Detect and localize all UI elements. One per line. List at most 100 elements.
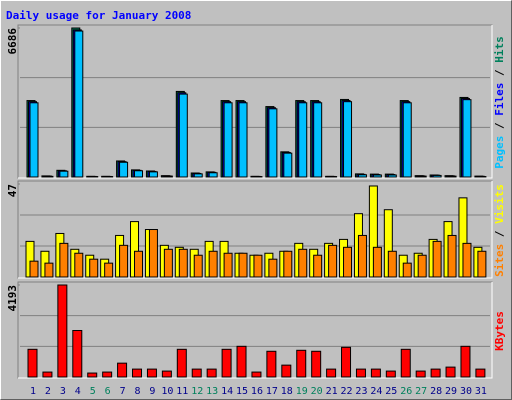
panel-frame: [17, 24, 493, 179]
bar: [355, 368, 366, 378]
x-tick-label: 6: [105, 386, 111, 397]
x-tick-label: 29: [445, 386, 457, 397]
bar: [238, 252, 248, 278]
bar: [208, 172, 218, 178]
x-tick-label: 13: [206, 386, 218, 397]
panel-frame: [17, 281, 493, 379]
bar: [475, 368, 486, 378]
x-tick-label: 27: [415, 386, 427, 397]
chart-title: Daily usage for January 2008: [6, 9, 191, 22]
bar: [447, 175, 457, 178]
y-tick-label: 47: [6, 184, 19, 197]
x-tick-label: 21: [326, 386, 338, 397]
bar: [281, 364, 292, 378]
x-tick-label: 16: [251, 386, 263, 397]
x-tick-label: 1: [30, 386, 36, 397]
bar: [176, 348, 187, 378]
bar: [134, 250, 144, 278]
bar: [283, 152, 293, 178]
bar: [223, 102, 233, 178]
legend-separator: /: [493, 63, 506, 83]
bar: [148, 229, 158, 278]
bar: [341, 346, 352, 378]
legend-separator: /: [493, 224, 506, 244]
bar: [223, 252, 233, 278]
bar: [372, 174, 382, 178]
bar: [462, 99, 472, 178]
bar: [206, 368, 217, 378]
bar: [387, 250, 397, 278]
bar: [208, 250, 218, 278]
bar: [298, 102, 308, 178]
bar: [74, 252, 84, 278]
legend: KBytes: [493, 311, 506, 351]
bar: [447, 234, 457, 278]
bar: [191, 368, 202, 378]
bar: [59, 170, 69, 178]
bar: [430, 368, 441, 378]
bar: [357, 174, 367, 178]
bar: [134, 170, 144, 178]
x-tick-label: 5: [90, 386, 96, 397]
bar: [385, 370, 396, 378]
bar: [146, 368, 157, 378]
bar: [268, 108, 278, 178]
bar: [387, 174, 397, 178]
bar: [251, 371, 262, 378]
bar: [370, 368, 381, 378]
bar: [432, 240, 442, 278]
bar: [432, 174, 442, 178]
bar: [163, 175, 173, 178]
bar: [298, 248, 308, 278]
bar: [59, 242, 69, 278]
bar: [178, 248, 188, 278]
bar: [44, 175, 54, 178]
bar: [42, 371, 53, 378]
bar: [283, 250, 293, 278]
panel-bevel: [18, 282, 493, 379]
bar: [87, 372, 98, 378]
bar: [104, 262, 114, 278]
x-tick-label: 14: [221, 386, 233, 397]
bar: [236, 345, 247, 378]
x-tick-label: 12: [191, 386, 203, 397]
bar: [29, 260, 39, 278]
legend-entry: KBytes: [493, 311, 506, 351]
bar: [29, 102, 39, 178]
bar: [313, 102, 323, 178]
legend-entry: Visits: [493, 184, 506, 224]
panel-bevel: [18, 25, 493, 179]
x-tick-label: 8: [134, 386, 140, 397]
bar: [296, 349, 307, 378]
bar: [402, 262, 412, 278]
x-tick-label: 30: [460, 386, 472, 397]
x-tick-label: 24: [370, 386, 382, 397]
y-tick-label: 6686: [6, 28, 19, 55]
x-tick-label: 3: [60, 386, 66, 397]
bar: [161, 370, 172, 378]
x-tick-label: 20: [311, 386, 323, 397]
x-tick-label: 11: [176, 386, 188, 397]
bar: [178, 93, 188, 178]
bar: [102, 371, 113, 378]
x-tick-label: 25: [385, 386, 397, 397]
bar: [89, 258, 99, 278]
bar: [57, 284, 68, 378]
bar: [311, 350, 322, 378]
bar: [119, 161, 129, 178]
bar: [72, 330, 83, 378]
legend-separator: /: [493, 116, 506, 136]
bar: [402, 102, 412, 178]
x-tick-label: 23: [355, 386, 367, 397]
bar: [44, 262, 54, 278]
bar: [266, 350, 277, 378]
bar: [163, 248, 173, 278]
panel-bevel: [18, 181, 493, 279]
bar: [313, 254, 323, 278]
x-tick-label: 4: [75, 386, 81, 397]
bar: [477, 250, 487, 278]
bar: [117, 362, 128, 378]
bar: [357, 234, 367, 278]
